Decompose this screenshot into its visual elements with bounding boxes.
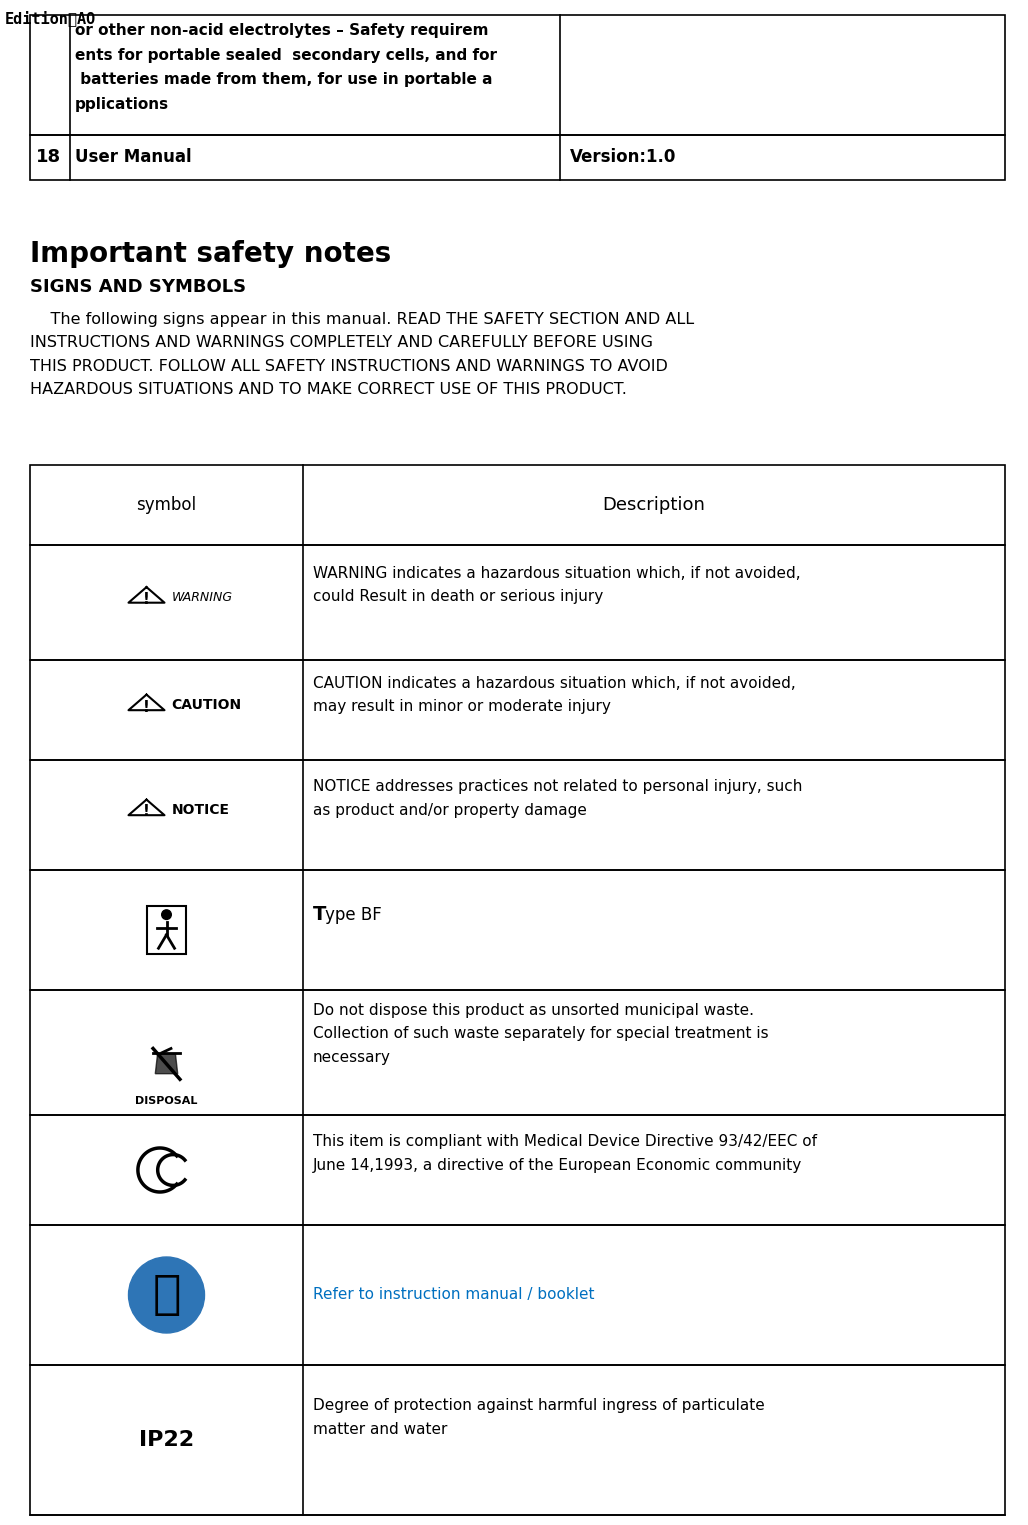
Text: NOTICE: NOTICE [172,804,229,817]
Bar [30,869,1005,990]
Bar [30,1115,1005,1225]
Text: Do not dispose this product as unsorted municipal waste.
Collection of such wast: Do not dispose this product as unsorted … [313,1003,769,1064]
Bar [147,906,186,955]
Text: Version:1.0: Version:1.0 [570,148,676,166]
Text: Edition：AO: Edition：AO [5,11,97,26]
Text: T: T [313,906,326,924]
Text: Description: Description [602,496,705,514]
Text: Refer to instruction manual / booklet: Refer to instruction manual / booklet [313,1287,594,1302]
Bar [30,136,1005,180]
Text: NOTICE addresses practices not related to personal injury, such
as product and/o: NOTICE addresses practices not related t… [313,779,803,817]
Circle shape [128,1257,205,1333]
Text: SIGNS AND SYMBOLS: SIGNS AND SYMBOLS [30,278,246,296]
Text: CAUTION: CAUTION [172,698,242,712]
Text: !: ! [143,592,150,607]
Text: DISPOSAL: DISPOSAL [136,1095,197,1106]
Bar [30,1365,1005,1514]
Text: WARNING indicates a hazardous situation which, if not avoided,
could Result in d: WARNING indicates a hazardous situation … [313,566,801,604]
Text: or other non-acid electrolytes – Safety requirem
ents for portable sealed  secon: or other non-acid electrolytes – Safety … [75,23,497,111]
Polygon shape [155,1054,178,1074]
Text: Important safety notes: Important safety notes [30,239,392,268]
Circle shape [161,910,172,920]
Bar [30,544,1005,660]
Bar [30,1225,1005,1365]
Text: This item is compliant with Medical Device Directive 93/42/EEC of
June 14,1993, : This item is compliant with Medical Devi… [313,1135,817,1173]
Text: WARNING: WARNING [172,592,232,604]
Text: ype BF: ype BF [325,906,381,924]
Text: 18: 18 [35,148,61,166]
Bar [30,15,1005,136]
Text: IP22: IP22 [139,1430,194,1450]
Text: !: ! [143,805,150,819]
Text: User Manual: User Manual [75,148,191,166]
Bar [30,465,1005,544]
Bar [30,660,1005,759]
Text: Degree of protection against harmful ingress of particulate
matter and water: Degree of protection against harmful ing… [313,1398,765,1437]
Text: CAUTION indicates a hazardous situation which, if not avoided,
may result in min: CAUTION indicates a hazardous situation … [313,676,796,714]
Text: symbol: symbol [137,496,196,514]
Text: The following signs appear in this manual. READ THE SAFETY SECTION AND ALL
INSTR: The following signs appear in this manua… [30,313,694,396]
Text: !: ! [143,700,150,715]
Bar [30,990,1005,1115]
Text: 📖: 📖 [152,1272,181,1318]
Bar [30,759,1005,869]
